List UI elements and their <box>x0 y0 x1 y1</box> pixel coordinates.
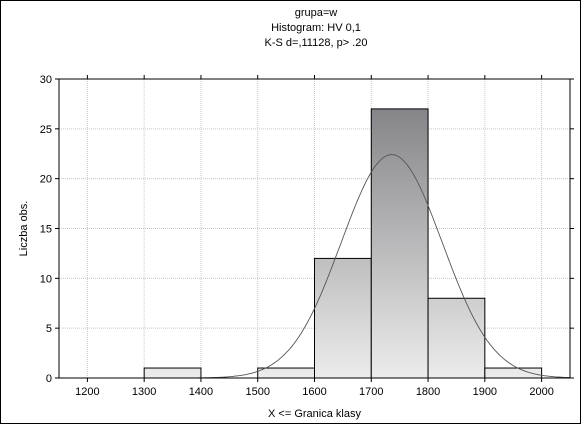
y-tick-label: 0 <box>46 373 52 385</box>
histogram-bar <box>314 257 372 379</box>
x-tick-label: 1800 <box>416 386 440 398</box>
y-tick-label: 5 <box>46 323 52 335</box>
y-tick-label: 30 <box>40 74 52 86</box>
x-axis-label: X <= Granica klasy <box>268 408 361 420</box>
histogram-bar <box>484 367 543 379</box>
x-tick-label: 1900 <box>473 386 497 398</box>
x-tick-label: 1300 <box>132 386 156 398</box>
chart-title-line-3: K-S d=,11128, p> .20 <box>264 37 368 49</box>
y-tick-label: 15 <box>40 224 52 236</box>
x-tick-label: 2000 <box>529 386 553 398</box>
chart-title-line-2: Histogram: HV 0,1 <box>271 22 361 34</box>
x-tick-label: 1200 <box>75 386 99 398</box>
chart-title-line-1: grupa=w <box>294 7 338 19</box>
x-tick-label: 1400 <box>189 386 213 398</box>
x-tick-label: 1500 <box>245 386 269 398</box>
histogram-bar <box>370 108 429 379</box>
histogram-bar <box>427 297 486 379</box>
y-axis-label: Liczba obs. <box>18 201 30 257</box>
x-tick-label: 1600 <box>302 386 326 398</box>
y-tick-label: 25 <box>40 124 52 136</box>
histogram-bar <box>143 367 202 379</box>
y-tick-label: 10 <box>40 273 52 285</box>
x-tick-label: 1700 <box>359 386 383 398</box>
histogram-bar <box>257 367 316 379</box>
y-tick-label: 20 <box>40 174 52 186</box>
